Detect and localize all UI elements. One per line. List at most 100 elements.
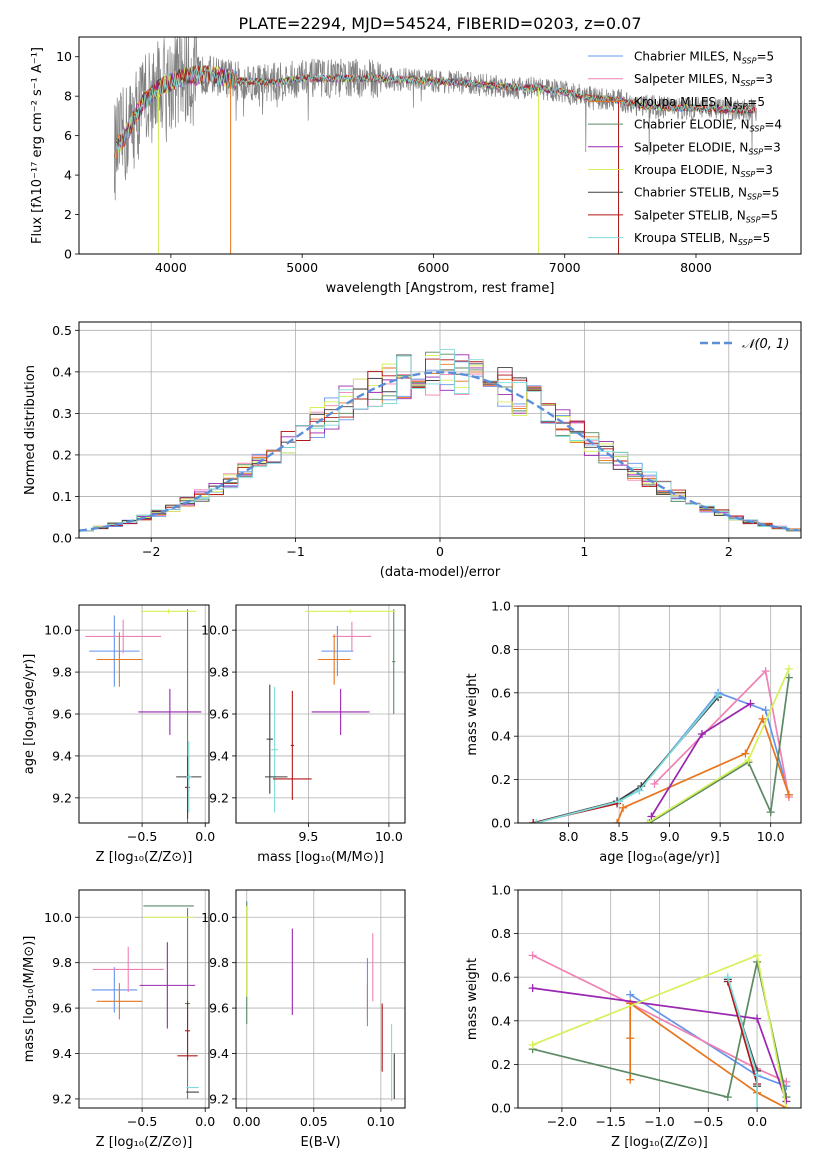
legend-subscript: SSP bbox=[748, 147, 763, 156]
y-tick-label: 10.0 bbox=[44, 623, 72, 638]
plot-area-spectrum bbox=[114, 37, 757, 254]
x-tick-label: −1.5 bbox=[596, 1114, 626, 1129]
y-tick-label: 0.4 bbox=[52, 364, 72, 379]
y-tick-label: 8 bbox=[64, 89, 72, 104]
x-tick-label: 0.00 bbox=[233, 1114, 261, 1129]
x-tick-label: −0.5 bbox=[127, 1114, 157, 1129]
x-axis-label: age [log₁₀(age/yr)] bbox=[599, 850, 720, 865]
x-tick-label: 0.05 bbox=[300, 1114, 328, 1129]
x-tick-label: −1 bbox=[286, 544, 304, 559]
y-tick-label: 0.6 bbox=[491, 970, 511, 985]
y-tick-label: 9.8 bbox=[209, 955, 229, 970]
weight-line-chab_elodie bbox=[648, 677, 790, 823]
figure-title: PLATE=2294, MJD=54524, FIBERID=0203, z=0… bbox=[238, 14, 641, 33]
panel-weight_vs_age: 8.0 8.5 9.0 9.5 10.0 0.0 0.2 0.4 0.6 0.8 1.0 age [l… bbox=[465, 599, 802, 865]
y-tick-label: 0.1 bbox=[52, 489, 72, 504]
legend-subscript: SSP bbox=[746, 215, 761, 224]
legend-label-salp_elodie: Salpeter ELODIE, NSSP=3 bbox=[634, 140, 781, 156]
y-tick-label: 1.0 bbox=[491, 883, 511, 898]
y-tick-label: 9.6 bbox=[52, 1001, 72, 1016]
legend-subscript: SSP bbox=[733, 102, 748, 111]
plot-area-residuals bbox=[79, 349, 801, 532]
panel-weight_vs_Z: −2.0 −1.5 −1.0 −0.5 0.0 0.0 0.2 0.4 0.6 0.8 1.0 Z [… bbox=[465, 883, 802, 1150]
y-tick-label: 9.4 bbox=[52, 748, 72, 763]
legend-subscript: SSP bbox=[747, 193, 762, 202]
y-tick-label: 9.2 bbox=[209, 1091, 229, 1106]
legend-count: =3 bbox=[755, 163, 773, 177]
plot-area-mass_vs_Z bbox=[91, 905, 199, 1099]
y-tick-label: 6 bbox=[64, 128, 72, 143]
axes-frame bbox=[78, 889, 210, 1109]
y-tick-label: 1.0 bbox=[491, 599, 511, 614]
x-tick-label: 8.0 bbox=[559, 829, 579, 844]
x-axis-label: wavelength [Angstrom, rest frame] bbox=[326, 281, 555, 296]
panel-age_vs_mass: 9.5 10.0 9.2 9.4 9.6 9.8 10.0 mass [log₁₀(M/M⊙)… bbox=[201, 604, 406, 865]
legend-subscript: SSP bbox=[738, 238, 753, 247]
panel-spectrum: 4000 5000 6000 7000 8000 0 2 4 6 8 10 wavelength [A… bbox=[30, 36, 802, 296]
plot-area-weight_vs_Z bbox=[528, 951, 791, 1108]
x-tick-label: −0.5 bbox=[127, 829, 157, 844]
x-axis-label: Z [log₁₀(Z/Z⊙)] bbox=[611, 1135, 708, 1150]
y-tick-label: 9.6 bbox=[209, 707, 229, 722]
y-tick-label: 10.0 bbox=[201, 623, 229, 638]
x-tick-label: 7000 bbox=[549, 260, 581, 275]
axes-frame bbox=[78, 321, 802, 539]
y-tick-label: 0 bbox=[64, 247, 72, 262]
y-tick-label: 9.2 bbox=[52, 1091, 72, 1106]
y-tick-label: 9.8 bbox=[52, 955, 72, 970]
x-tick-label: 0.0 bbox=[747, 1114, 767, 1129]
weight-line-salp_stelib bbox=[726, 981, 758, 1085]
legend-subscript: SSP bbox=[742, 57, 757, 66]
x-tick-label: 0.0 bbox=[195, 829, 215, 844]
legend-subscript: SSP bbox=[741, 170, 756, 179]
x-axis-label: mass [log₁₀(M/M⊙)] bbox=[257, 850, 384, 865]
histogram-krou_stelib bbox=[79, 349, 801, 532]
legend-count: =5 bbox=[753, 231, 771, 245]
axes-frame bbox=[235, 604, 406, 824]
x-tick-label: 10.0 bbox=[375, 829, 403, 844]
x-axis-label: Z [log₁₀(Z/Z⊙)] bbox=[96, 850, 193, 865]
axes-frame bbox=[517, 889, 802, 1109]
plot-area-age_vs_Z bbox=[85, 609, 202, 823]
x-tick-label: 10.0 bbox=[757, 829, 785, 844]
weight-line-salp_elodie bbox=[650, 702, 751, 817]
y-tick-label: 9.4 bbox=[209, 1046, 229, 1061]
y-tick-label: 9.2 bbox=[52, 790, 72, 805]
y-tick-label: 0.8 bbox=[491, 926, 511, 941]
plot-area-weight_vs_age bbox=[529, 664, 793, 823]
x-axis-label: E(B-V) bbox=[300, 1135, 340, 1150]
legend-count: =5 bbox=[747, 95, 765, 109]
y-tick-label: 9.8 bbox=[52, 665, 72, 680]
y-tick-label: 9.4 bbox=[209, 748, 229, 763]
y-tick-label: 9.2 bbox=[209, 790, 229, 805]
y-tick-label: 0.2 bbox=[491, 772, 511, 787]
x-tick-label: −2 bbox=[142, 544, 160, 559]
y-axis-label: mass [log₁₀(M/M⊙)] bbox=[22, 936, 37, 1063]
x-tick-label: −2.0 bbox=[547, 1114, 577, 1129]
y-tick-label: 0.0 bbox=[491, 1101, 511, 1116]
weight-line-chab_stelib bbox=[532, 696, 719, 823]
y-tick-label: 0.8 bbox=[491, 642, 511, 657]
x-tick-label: 1 bbox=[580, 544, 588, 559]
model-spectrum-salp_stelib bbox=[114, 64, 757, 162]
legend-label-chab_elodie: Chabrier ELODIE, NSSP=4 bbox=[634, 118, 782, 134]
y-axis-label: age [log₁₀(age/yr)] bbox=[22, 654, 37, 775]
axes-frame bbox=[517, 605, 802, 824]
y-tick-label: 10.0 bbox=[201, 910, 229, 925]
panel-mass_vs_EBV: 0.00 0.05 0.10 9.2 9.4 9.6 9.8 10.0 E(B-V) bbox=[201, 889, 406, 1150]
y-axis-label: mass weight bbox=[465, 958, 480, 1040]
x-tick-label: 9.0 bbox=[660, 829, 680, 844]
legend-count: =5 bbox=[760, 208, 778, 222]
plot-area-age_vs_mass bbox=[264, 609, 396, 813]
x-tick-label: 8.5 bbox=[609, 829, 629, 844]
y-tick-label: 10.0 bbox=[44, 910, 72, 925]
y-tick-label: 0.2 bbox=[491, 1057, 511, 1072]
y-tick-label: 0.4 bbox=[491, 729, 511, 744]
panel-residuals: −2 −1 0 1 2 0.0 0.1 0.2 0.3 0.4 0.5 (data-model)/er… bbox=[23, 321, 802, 580]
legend-label-salp_stelib: Salpeter STELIB, NSSP=5 bbox=[634, 208, 778, 224]
x-tick-label: 9.5 bbox=[710, 829, 730, 844]
x-tick-label: 6000 bbox=[418, 260, 450, 275]
legend-count: =5 bbox=[756, 50, 774, 64]
panel-age_vs_Z: −0.5 0.0 9.2 9.4 9.6 9.8 10.0 Z [log₁₀(Z/Z⊙)] ag… bbox=[22, 604, 215, 865]
